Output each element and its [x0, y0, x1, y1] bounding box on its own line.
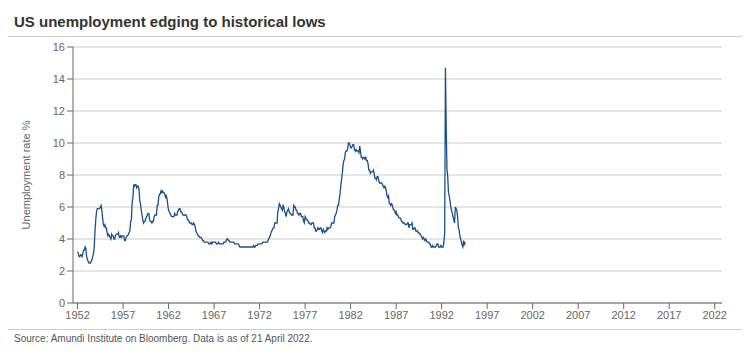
svg-text:1967: 1967: [202, 309, 226, 321]
svg-text:2022: 2022: [702, 309, 726, 321]
svg-text:1957: 1957: [111, 309, 135, 321]
svg-text:Unemployment rate %: Unemployment rate %: [20, 120, 32, 229]
svg-text:12: 12: [53, 105, 65, 117]
svg-text:10: 10: [53, 137, 65, 149]
svg-text:16: 16: [53, 41, 65, 53]
svg-text:6: 6: [59, 201, 65, 213]
svg-text:1977: 1977: [293, 309, 317, 321]
svg-text:2: 2: [59, 265, 65, 277]
svg-text:1997: 1997: [475, 309, 499, 321]
svg-text:0: 0: [59, 297, 65, 309]
svg-text:1992: 1992: [429, 309, 453, 321]
svg-text:14: 14: [53, 73, 65, 85]
svg-text:1987: 1987: [384, 309, 408, 321]
svg-text:1972: 1972: [247, 309, 271, 321]
html-text:Source: Amundi Institute on Bl: Source: Amundi Institute on Bloomberg. D…: [14, 333, 313, 344]
svg-text:1982: 1982: [338, 309, 362, 321]
svg-text:1952: 1952: [65, 309, 89, 321]
svg-text:2012: 2012: [611, 309, 635, 321]
svg-text:4: 4: [59, 233, 65, 245]
svg-text:2002: 2002: [520, 309, 544, 321]
svg-text:2007: 2007: [566, 309, 590, 321]
html-text:US unemployment edging to hist: US unemployment edging to historical low…: [14, 13, 326, 30]
svg-text:2017: 2017: [657, 309, 681, 321]
svg-text:8: 8: [59, 169, 65, 181]
svg-text:1962: 1962: [156, 309, 180, 321]
